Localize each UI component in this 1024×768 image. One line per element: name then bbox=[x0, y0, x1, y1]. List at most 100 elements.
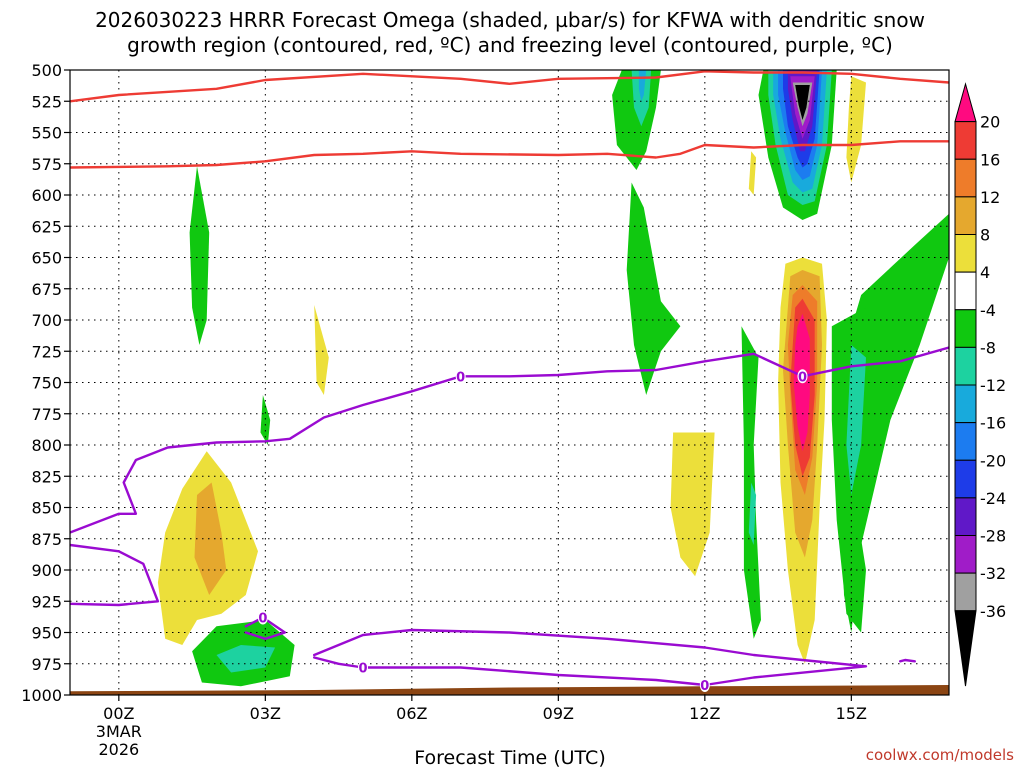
omega-region-17 bbox=[741, 326, 761, 639]
contour-layer bbox=[70, 70, 949, 687]
colorbar-swatch-9 bbox=[954, 422, 977, 461]
colorbar-label-11: -28 bbox=[980, 527, 1006, 546]
ground-layer bbox=[70, 685, 949, 695]
x-tick-label-1: 03Z bbox=[250, 704, 281, 723]
colorbar-label-0: 20 bbox=[980, 113, 1000, 132]
colorbar-swatch-11 bbox=[954, 497, 977, 536]
colorbar-label-9: -20 bbox=[980, 451, 1006, 470]
y-tick-label-7: 675 bbox=[31, 280, 62, 299]
y-tick-label-9: 725 bbox=[31, 342, 62, 361]
omega-region-32 bbox=[216, 645, 276, 673]
colorbar-swatch-4 bbox=[954, 234, 977, 273]
omega-region-14 bbox=[189, 166, 210, 345]
y-tick-label-5: 625 bbox=[31, 217, 62, 236]
contour-label-layer: 0 0 0 0 0 bbox=[257, 369, 808, 694]
colorbar-label-7: -12 bbox=[980, 376, 1006, 395]
omega-region-15 bbox=[626, 182, 681, 395]
colorbar-swatch-12 bbox=[954, 535, 977, 574]
y-tick-label-15: 875 bbox=[31, 530, 62, 549]
contour-label-1: 0 bbox=[798, 370, 807, 385]
contour-label-0: 0 bbox=[456, 370, 465, 385]
omega-region-16 bbox=[841, 213, 949, 633]
dgz-contour-1 bbox=[70, 140, 949, 169]
x-tick-label-2: 06Z bbox=[396, 704, 427, 723]
freezing-contour-3 bbox=[70, 543, 160, 607]
y-tick-label-10: 750 bbox=[31, 374, 62, 393]
chart-title-line1: 2026030223 HRRR Forecast Omega (shaded, … bbox=[95, 8, 925, 32]
dgz-contour-0 bbox=[70, 70, 949, 103]
omega-shaded-layer bbox=[157, 70, 949, 687]
ground-fill bbox=[70, 685, 949, 695]
x-date-label-line2: 2026 bbox=[98, 740, 139, 759]
chart-title-line2: growth region (contoured, red, ºC) and f… bbox=[127, 33, 893, 57]
grid-layer bbox=[70, 70, 949, 695]
y-tick-label-19: 975 bbox=[31, 655, 62, 674]
colorbar-swatch-7 bbox=[954, 346, 977, 386]
y-tick-label-11: 775 bbox=[31, 405, 62, 424]
colorbar-label-5: -4 bbox=[980, 301, 996, 320]
colorbar-label-2: 12 bbox=[980, 188, 1000, 207]
colorbar: 20 16 12 8 4 -4 -8 -12 -16 -20 -24 -28 -32 -36 bbox=[954, 82, 1006, 687]
x-tick-label-5: 15Z bbox=[836, 704, 867, 723]
colorbar-swatch-3 bbox=[954, 196, 977, 235]
colorbar-swatch-6 bbox=[954, 309, 977, 348]
y-tick-label-17: 925 bbox=[31, 592, 62, 611]
x-tick-label-0: 00Z bbox=[103, 704, 134, 723]
y-tick-label-0: 500 bbox=[31, 61, 62, 80]
colorbar-label-4: 4 bbox=[980, 263, 990, 282]
y-tick-label-20: 1000 bbox=[21, 686, 62, 705]
colorbar-swatch-10 bbox=[954, 459, 977, 499]
x-tick-label-4: 12Z bbox=[689, 704, 720, 723]
omega-region-12 bbox=[846, 76, 866, 183]
y-tick-label-4: 600 bbox=[31, 186, 62, 205]
colorbar-label-10: -24 bbox=[980, 489, 1006, 508]
y-tick-label-2: 550 bbox=[31, 124, 62, 143]
omega-region-20 bbox=[748, 482, 757, 545]
colorbar-bottom-tip bbox=[954, 610, 977, 687]
colorbar-top-tip bbox=[954, 82, 977, 123]
y-tick-label-3: 575 bbox=[31, 155, 62, 174]
colorbar-swatch-1 bbox=[954, 121, 977, 160]
colorbar-swatch-2 bbox=[954, 158, 977, 198]
contour-label-4: 0 bbox=[258, 612, 267, 627]
omega-region-30 bbox=[670, 432, 715, 577]
omega-region-26 bbox=[314, 305, 329, 395]
y-tick-label-18: 950 bbox=[31, 624, 62, 643]
x-tick-label-3: 09Z bbox=[543, 704, 574, 723]
omega-region-27 bbox=[260, 395, 271, 445]
colorbar-label-1: 16 bbox=[980, 150, 1000, 169]
contour-label-bg-3 bbox=[699, 678, 710, 692]
y-tick-label-14: 850 bbox=[31, 499, 62, 518]
colorbar-label-6: -8 bbox=[980, 338, 996, 357]
colorbar-swatch-5 bbox=[954, 271, 977, 311]
omega-region-11 bbox=[795, 85, 810, 120]
y-tick-label-16: 900 bbox=[31, 561, 62, 580]
y-tick-label-1: 525 bbox=[31, 92, 62, 111]
omega-region-13 bbox=[748, 151, 757, 195]
contour-label-bg-4 bbox=[257, 610, 268, 625]
colorbar-swatch-8 bbox=[954, 384, 977, 424]
contour-label-bg-2 bbox=[358, 660, 368, 675]
contour-label-3: 0 bbox=[700, 679, 709, 694]
colorbar-swatch-13 bbox=[954, 572, 977, 612]
omega-region-29 bbox=[194, 482, 227, 595]
x-date-label-line1: 3MAR bbox=[96, 722, 142, 741]
contour-label-bg-1 bbox=[797, 369, 808, 384]
contour-label-2: 0 bbox=[358, 662, 367, 677]
x-axis-label: Forecast Time (UTC) bbox=[414, 747, 605, 768]
colorbar-label-12: -32 bbox=[980, 564, 1006, 583]
colorbar-label-3: 8 bbox=[980, 226, 990, 245]
contour-label-bg-0 bbox=[455, 369, 466, 384]
y-axis: 500 525 550 575 600 625 650 675 700 725 750 775 800 8… bbox=[21, 61, 70, 705]
y-tick-label-6: 650 bbox=[31, 249, 62, 268]
freezing-contour-2 bbox=[70, 346, 949, 534]
colorbar-label-13: -36 bbox=[980, 602, 1006, 621]
y-tick-label-13: 825 bbox=[31, 467, 62, 486]
colorbar-label-8: -16 bbox=[980, 414, 1006, 433]
freezing-contour-6 bbox=[899, 658, 916, 663]
y-tick-label-12: 800 bbox=[31, 436, 62, 455]
credit-text: coolwx.com/models bbox=[866, 746, 1014, 764]
y-tick-label-8: 700 bbox=[31, 311, 62, 330]
